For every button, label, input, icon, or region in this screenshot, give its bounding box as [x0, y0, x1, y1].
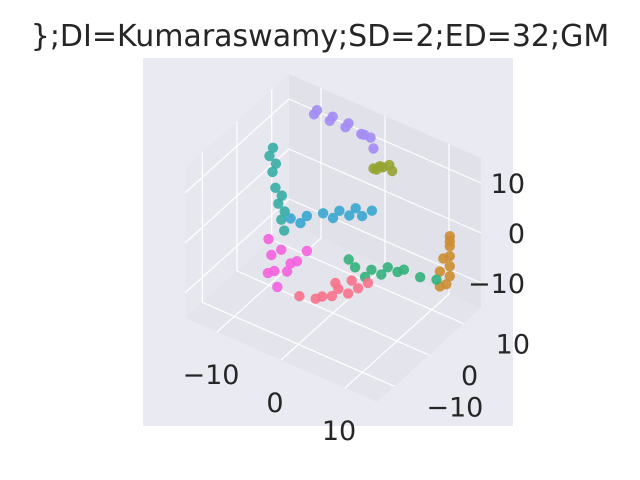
scatter-point — [317, 208, 329, 219]
scatter-point — [349, 262, 361, 273]
scatter-point — [327, 111, 338, 122]
y-tick-label: −10 — [426, 392, 483, 423]
scatter-point — [444, 271, 455, 282]
scatter-point — [343, 254, 354, 265]
x-tick-label: 0 — [266, 388, 283, 419]
scatter-point — [279, 225, 290, 236]
scatter-point — [276, 214, 287, 225]
scatter-point — [276, 190, 287, 201]
y-tick-label: 10 — [496, 330, 530, 361]
scatter-point — [279, 206, 290, 217]
scatter-point — [343, 288, 354, 299]
scatter-point — [272, 281, 283, 293]
scatter-point — [344, 210, 355, 221]
scatter-point — [343, 118, 354, 129]
scatter-point — [285, 258, 296, 269]
scatter-point — [392, 266, 403, 278]
scatter-point — [294, 291, 305, 302]
scatter-point — [350, 203, 361, 214]
scatter-point — [368, 143, 379, 154]
scatter-point — [270, 182, 281, 193]
scatter-point — [270, 158, 282, 169]
scatter-point — [415, 272, 426, 283]
scatter-point — [285, 213, 296, 224]
x-tick-label: −10 — [183, 360, 240, 391]
scatter-point — [316, 291, 328, 302]
scatter-point — [311, 105, 323, 116]
scatter-point — [262, 267, 274, 279]
chart-title: };DI=Kumaraswamy;SD=2;ED=32;GM — [31, 19, 610, 54]
scatter-point — [431, 274, 442, 285]
scatter-point — [371, 164, 382, 175]
scatter-point — [264, 150, 275, 162]
data-points — [262, 105, 455, 304]
scatter-point — [346, 275, 357, 286]
scatter-point — [301, 245, 313, 257]
scatter-point — [441, 279, 452, 290]
scatter-point — [333, 283, 344, 295]
scatter-point — [438, 253, 449, 264]
scatter-point — [263, 233, 274, 245]
z-tick-label: 10 — [491, 169, 525, 200]
scatter-point — [387, 165, 398, 177]
x-tick-label: 10 — [322, 416, 356, 447]
scatter-point — [362, 277, 374, 289]
grid-line — [184, 98, 290, 194]
scatter-point — [267, 142, 279, 153]
scatter-point — [382, 262, 393, 273]
scatter-point — [281, 266, 293, 277]
y-tick-label: 0 — [461, 361, 478, 392]
scatter-point — [301, 210, 313, 222]
scatter-point — [276, 244, 287, 255]
scatter-point — [365, 132, 376, 143]
scatter-point — [356, 210, 368, 222]
scatter-point — [266, 249, 277, 261]
scatter-point — [366, 264, 377, 275]
scatter-point — [366, 205, 378, 216]
scatter-point — [273, 198, 284, 209]
scatter-point — [352, 283, 364, 294]
scatter-point — [444, 236, 455, 247]
z-tick-label: −10 — [468, 269, 525, 300]
scatter-point — [376, 269, 387, 280]
scatter-point — [444, 261, 455, 272]
scatter-point — [334, 205, 345, 216]
scatter-point — [326, 290, 338, 302]
scatter-point — [267, 166, 278, 178]
scatter-point — [295, 217, 306, 229]
scatter-point — [434, 266, 446, 277]
z-tick-label: 0 — [508, 219, 525, 250]
scatter-point — [327, 212, 339, 224]
